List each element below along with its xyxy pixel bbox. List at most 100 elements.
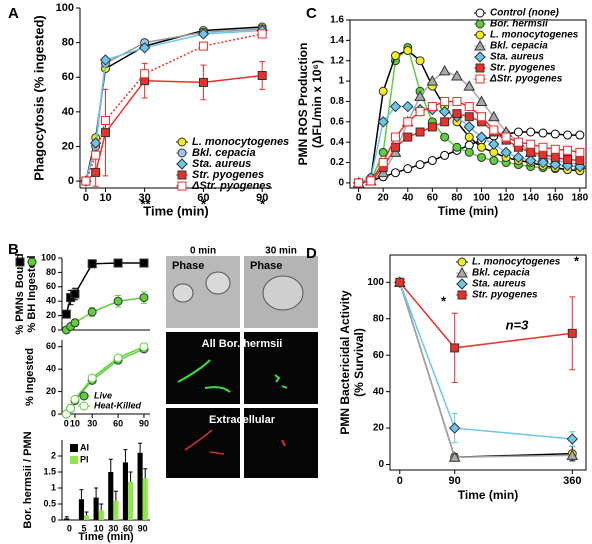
y-tick-label: 100 (41, 252, 56, 262)
marker (463, 121, 475, 133)
marker (457, 290, 467, 300)
marker (440, 132, 450, 142)
annotation: n=3 (506, 317, 530, 332)
marker (550, 152, 560, 162)
legend-label: ΔStr. pyogenes (191, 180, 272, 192)
x-tick-label: 100 (473, 193, 490, 204)
marker (403, 132, 413, 142)
x-tick-label: 90 (138, 523, 148, 533)
x-axis-label: Time (min) (78, 531, 134, 543)
x-tick-label: 20 (378, 193, 390, 204)
x-tick-label: 0 (356, 193, 362, 204)
marker (113, 258, 123, 268)
marker (488, 138, 500, 150)
error-bar (113, 490, 118, 501)
marker (450, 343, 460, 353)
marker (526, 147, 536, 157)
annotation: * (259, 196, 265, 211)
marker (139, 258, 149, 268)
marker (138, 42, 151, 54)
y-tick-label: 0 (68, 175, 74, 187)
legend-label: Bkl. cepacia (472, 268, 530, 279)
marker (91, 150, 101, 160)
marker (575, 156, 585, 166)
bar (137, 452, 143, 520)
marker (537, 156, 549, 169)
marker (512, 151, 525, 164)
marker (563, 145, 573, 155)
x-tick-label: 60 (113, 418, 123, 428)
x-tick-label: 90 (256, 192, 268, 204)
x-tick-label: 0 (67, 523, 72, 533)
marker (500, 146, 512, 159)
marker (70, 394, 80, 404)
x-tick-label: 360 (563, 475, 581, 487)
marker (475, 30, 485, 40)
x-tick-label: 90 (449, 475, 461, 487)
marker (464, 112, 474, 122)
y-tick-label: 60 (46, 341, 56, 351)
x-tick-label: 80 (451, 193, 463, 204)
legend-label: AI (80, 442, 89, 452)
legend-label: Sta. aureus (192, 158, 251, 170)
y-tick-label: 0.8 (330, 96, 344, 107)
legend-label: Bor. hermsii (490, 19, 548, 30)
x-tick-label: 120 (498, 193, 515, 204)
y-tick-label: 60 (373, 350, 385, 361)
column-label: 30 min (265, 246, 297, 257)
marker (415, 160, 425, 170)
marker (390, 132, 400, 142)
marker (378, 86, 388, 96)
x-tick-label: 30 (108, 523, 118, 533)
marker (457, 257, 467, 267)
marker (415, 127, 425, 137)
legend-label: Str. pyogenes (472, 290, 538, 301)
marker (526, 139, 536, 149)
marker (563, 154, 573, 164)
marker (451, 69, 463, 81)
y-tick-label: 20 (373, 423, 385, 434)
marker (403, 164, 413, 174)
legend-label: Sta. aureus (490, 52, 544, 63)
y-axis-label: (% Survival) (352, 328, 366, 397)
marker (475, 131, 488, 143)
plot-frame (349, 19, 587, 189)
legend-label: ΔStr. pyogenes (489, 74, 563, 85)
marker (87, 259, 97, 269)
marker (475, 74, 485, 84)
marker (70, 289, 80, 299)
legend-label: Heat-Killed (94, 400, 142, 410)
extra-image-0 (166, 408, 240, 478)
marker (15, 257, 25, 267)
marker (354, 178, 364, 188)
marker (448, 422, 461, 434)
marker (427, 156, 437, 166)
y-tick-label: 1 (51, 482, 56, 492)
bar (128, 481, 134, 520)
legend-label: Str. pyogenes (490, 63, 556, 74)
bar (122, 462, 128, 520)
x-tick-label: 180 (572, 193, 589, 204)
x-tick-label: 5 (81, 523, 86, 533)
y-tick-label: 1.2 (330, 55, 344, 66)
marker (177, 148, 187, 158)
marker (403, 117, 413, 127)
y-axis-label: % Ingested (24, 348, 36, 406)
marker (474, 39, 486, 51)
x-tick-label: 60 (427, 193, 439, 204)
marker (389, 100, 402, 113)
marker (378, 158, 388, 168)
x-tick-label: 10 (99, 192, 111, 204)
legend-swatch (70, 444, 78, 452)
marker (113, 296, 123, 306)
y-tick-label: 40 (46, 296, 56, 306)
y-tick-label: 20 (62, 140, 74, 152)
y-tick-label: 60 (46, 281, 56, 291)
x-tick-label: 0 (83, 192, 89, 204)
marker (390, 168, 400, 178)
legend-label: PI (80, 454, 89, 464)
error-bar (143, 468, 148, 479)
marker (87, 307, 97, 317)
marker (403, 46, 413, 56)
